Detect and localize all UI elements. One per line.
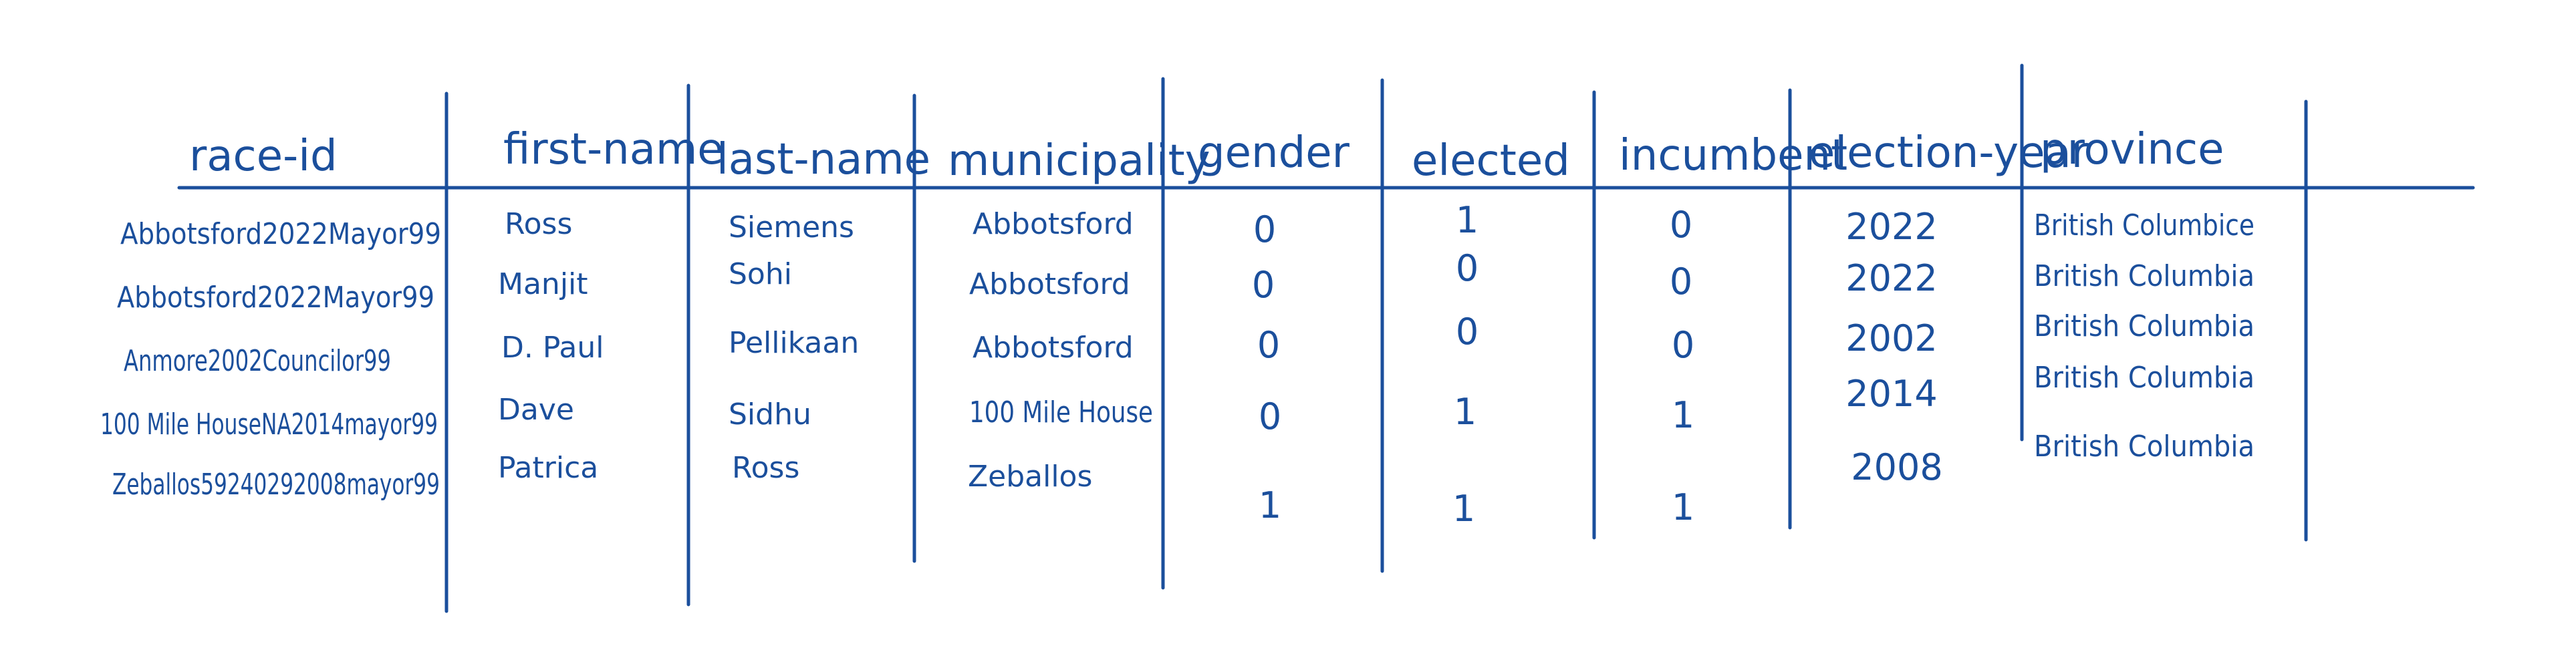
header-province: province [2040, 125, 2224, 174]
cell-gender: 0 [1257, 324, 1280, 366]
cell-first-name: Manjit [498, 267, 588, 301]
cell-gender: 1 [1259, 484, 1281, 526]
cell-race-id: Zeballos59240292008mayor99 [112, 468, 440, 502]
cell-last-name: Sidhu [729, 397, 811, 432]
cell-gender: 0 [1252, 264, 1275, 306]
cell-first-name: D. Paul [501, 331, 604, 365]
cell-province: British Columbice [2034, 208, 2255, 242]
cell-election-year: 2022 [1845, 257, 1937, 299]
cell-race-id: Abbotsford2022Mayor99 [120, 217, 441, 251]
header-gender: gender [1198, 128, 1350, 178]
header-municipality: municipality [948, 136, 1210, 186]
cell-first-name: Patrica [498, 451, 598, 485]
cell-first-name: Dave [498, 393, 574, 427]
cell-last-name: Ross [732, 451, 799, 485]
header-first-name: first-name [503, 125, 724, 174]
cell-incumbent: 0 [1670, 204, 1692, 246]
header-elected: elected [1412, 136, 1570, 186]
cell-incumbent: 0 [1672, 324, 1694, 366]
cell-first-name: Ross [505, 207, 572, 241]
cell-province: British Columbia [2034, 361, 2255, 395]
cell-incumbent: 0 [1670, 261, 1692, 303]
cell-election-year: 2022 [1845, 206, 1937, 248]
cell-gender: 0 [1253, 208, 1276, 251]
cell-elected: 0 [1456, 311, 1478, 353]
header-incumbent: incumbent [1619, 131, 1847, 180]
cell-incumbent: 1 [1672, 394, 1694, 436]
cell-last-name: Pellikaan [729, 326, 859, 360]
cell-last-name: Sohi [729, 257, 792, 291]
cell-municipality: Abbotsford [973, 207, 1134, 241]
cell-elected: 1 [1456, 199, 1478, 241]
cell-elected: 1 [1454, 391, 1476, 433]
cell-race-id: Abbotsford2022Mayor99 [117, 281, 434, 315]
cell-election-year: 2002 [1845, 317, 1937, 359]
cell-incumbent: 1 [1672, 486, 1694, 528]
cell-province: British Columbia [2034, 309, 2255, 343]
header-election-year: election-year [1809, 128, 2089, 178]
cell-municipality: Zeballos [968, 460, 1092, 494]
header-last-name: last-name [717, 135, 930, 184]
cell-elected: 1 [1452, 488, 1475, 530]
cell-municipality: Abbotsford [973, 331, 1134, 365]
cell-gender: 0 [1259, 395, 1281, 438]
cell-municipality: Abbotsford [969, 267, 1130, 301]
header-race-id: race-id [189, 132, 338, 181]
cell-race-id: 100 Mile HouseNA2014mayor99 [100, 407, 438, 442]
cell-race-id: Anmore2002Councilor99 [124, 344, 391, 378]
cell-election-year: 2014 [1845, 373, 1937, 415]
cell-municipality: 100 Mile House [969, 395, 1153, 430]
cell-province: British Columbia [2034, 259, 2255, 293]
cell-election-year: 2008 [1851, 446, 1942, 488]
cell-province: British Columbia [2034, 430, 2255, 464]
cell-elected: 0 [1456, 247, 1478, 289]
cell-last-name: Siemens [729, 210, 854, 244]
